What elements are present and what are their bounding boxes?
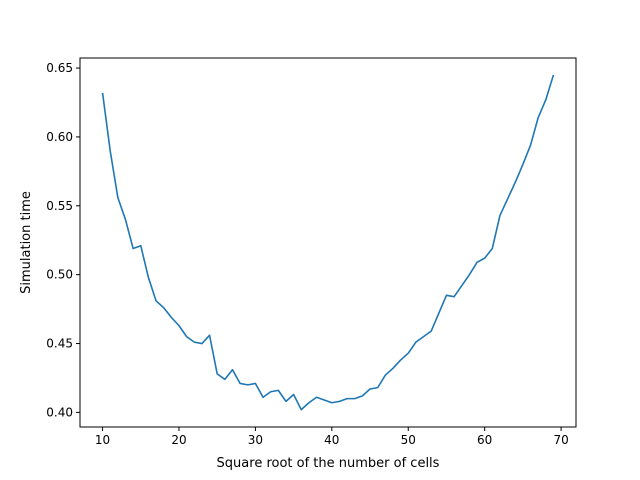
y-axis-label: Simulation time (19, 191, 34, 294)
x-tick-label: 40 (324, 433, 339, 447)
y-tick-label: 0.45 (46, 337, 73, 351)
x-tick-label: 20 (171, 433, 186, 447)
x-axis-label: Square root of the number of cells (217, 456, 440, 471)
y-tick-label: 0.50 (46, 268, 73, 282)
y-tick-label: 0.60 (46, 130, 73, 144)
y-tick-label: 0.65 (46, 61, 73, 75)
x-tick-label: 30 (248, 433, 263, 447)
x-tick-label: 70 (553, 433, 568, 447)
x-tick-label: 10 (95, 433, 110, 447)
y-axis-ticks: 0.40 0.45 0.50 0.55 0.60 0.65 (46, 61, 80, 419)
x-tick-label: 50 (401, 433, 416, 447)
x-axis-ticks: 10 20 30 40 50 60 70 (95, 427, 569, 447)
y-tick-label: 0.40 (46, 405, 73, 419)
data-series-line (101, 74, 555, 411)
x-tick-label: 60 (477, 433, 492, 447)
axes-frame (79, 57, 577, 428)
plot-area (101, 74, 555, 411)
y-tick-label: 0.55 (46, 199, 73, 213)
